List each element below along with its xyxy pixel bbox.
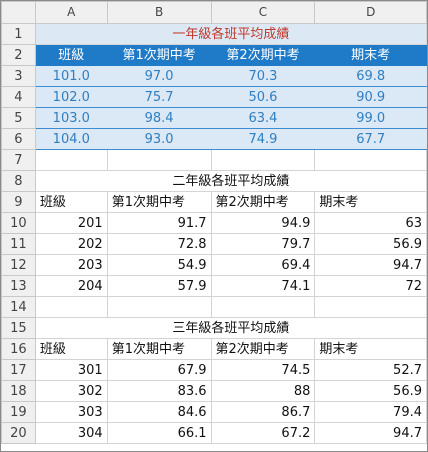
- table3-cell[interactable]: 301: [34, 359, 108, 381]
- table3-cell[interactable]: 74.5: [210, 359, 316, 381]
- table2-title[interactable]: 二年級各班平均成績: [34, 170, 427, 192]
- table1-header-cell[interactable]: 期末考: [314, 44, 427, 66]
- table1-title[interactable]: 一年級各班平均成績: [34, 23, 427, 45]
- empty-cell[interactable]: [34, 149, 108, 171]
- empty-cell[interactable]: [210, 296, 316, 318]
- table2-header-cell[interactable]: 第1次期中考: [106, 191, 212, 213]
- table3-cell[interactable]: 86.7: [210, 401, 316, 423]
- row-header[interactable]: 16: [1, 338, 36, 360]
- table2-cell[interactable]: 54.9: [106, 254, 212, 276]
- table1-cell[interactable]: 75.7: [106, 86, 212, 108]
- table1-header-cell[interactable]: 第1次期中考: [106, 44, 212, 66]
- table2-cell[interactable]: 204: [34, 275, 108, 297]
- table1-cell[interactable]: 93.0: [106, 128, 212, 150]
- table3-cell[interactable]: 52.7: [314, 359, 427, 381]
- table2-cell[interactable]: 94.7: [314, 254, 427, 276]
- table1-cell[interactable]: 104.0: [34, 128, 108, 150]
- column-header-c[interactable]: C: [210, 1, 316, 24]
- table1-cell[interactable]: 74.9: [210, 128, 316, 150]
- table1-cell[interactable]: 50.6: [210, 86, 316, 108]
- table3-header-cell[interactable]: 期末考: [314, 338, 427, 360]
- select-all-corner[interactable]: [1, 1, 36, 24]
- table3-cell[interactable]: 67.2: [210, 422, 316, 444]
- table1-cell[interactable]: 101.0: [34, 65, 108, 87]
- empty-cell[interactable]: [106, 149, 212, 171]
- table3-header-cell[interactable]: 第2次期中考: [210, 338, 316, 360]
- row-header[interactable]: 12: [1, 254, 36, 276]
- table2-cell[interactable]: 203: [34, 254, 108, 276]
- table2-header-cell[interactable]: 班級: [34, 191, 108, 213]
- table2-header-cell[interactable]: 期末考: [314, 191, 427, 213]
- table2-cell[interactable]: 201: [34, 212, 108, 234]
- row-header[interactable]: 5: [1, 107, 36, 129]
- table1-cell[interactable]: 103.0: [34, 107, 108, 129]
- row-header[interactable]: 10: [1, 212, 36, 234]
- table3-cell[interactable]: 302: [34, 380, 108, 402]
- table1-cell[interactable]: 99.0: [314, 107, 427, 129]
- row-header[interactable]: 17: [1, 359, 36, 381]
- column-header-b[interactable]: B: [106, 1, 212, 24]
- row-header[interactable]: 14: [1, 296, 36, 318]
- table3-cell[interactable]: 56.9: [314, 380, 427, 402]
- table1-header-cell[interactable]: 第2次期中考: [210, 44, 316, 66]
- table3-cell[interactable]: 67.9: [106, 359, 212, 381]
- table3-title[interactable]: 三年級各班平均成績: [34, 317, 427, 339]
- row-header[interactable]: 1: [1, 23, 36, 45]
- row-header[interactable]: 20: [1, 422, 36, 444]
- table2-cell[interactable]: 56.9: [314, 233, 427, 255]
- table1-cell[interactable]: 98.4: [106, 107, 212, 129]
- table3-header-cell[interactable]: 第1次期中考: [106, 338, 212, 360]
- row-header[interactable]: 8: [1, 170, 36, 192]
- table2-cell[interactable]: 79.7: [210, 233, 316, 255]
- table3-header-cell[interactable]: 班級: [34, 338, 108, 360]
- row-header[interactable]: 6: [1, 128, 36, 150]
- table1-cell[interactable]: 90.9: [314, 86, 427, 108]
- row-header[interactable]: 4: [1, 86, 36, 108]
- table2-cell[interactable]: 94.9: [210, 212, 316, 234]
- table2-cell[interactable]: 72.8: [106, 233, 212, 255]
- row-header[interactable]: 15: [1, 317, 36, 339]
- row-header[interactable]: 7: [1, 149, 36, 171]
- table2-cell[interactable]: 202: [34, 233, 108, 255]
- row-header[interactable]: 9: [1, 191, 36, 213]
- table1-header-cell[interactable]: 班級: [34, 44, 108, 66]
- table2-cell[interactable]: 69.4: [210, 254, 316, 276]
- spreadsheet-grid: A B C D 1 一年級各班平均成績 2 班級 第1次期中考 第2次期中考 期…: [1, 1, 427, 444]
- empty-cell[interactable]: [34, 296, 108, 318]
- row-header[interactable]: 18: [1, 380, 36, 402]
- row-header[interactable]: 3: [1, 65, 36, 87]
- empty-cell[interactable]: [314, 296, 427, 318]
- table3-cell[interactable]: 94.7: [314, 422, 427, 444]
- table3-cell[interactable]: 84.6: [106, 401, 212, 423]
- table2-cell[interactable]: 57.9: [106, 275, 212, 297]
- table2-cell[interactable]: 72: [314, 275, 427, 297]
- empty-cell[interactable]: [210, 149, 316, 171]
- row-header[interactable]: 2: [1, 44, 36, 66]
- table1-cell[interactable]: 69.8: [314, 65, 427, 87]
- table1-cell[interactable]: 70.3: [210, 65, 316, 87]
- row-header[interactable]: 13: [1, 275, 36, 297]
- table1-cell[interactable]: 63.4: [210, 107, 316, 129]
- table1-cell[interactable]: 97.0: [106, 65, 212, 87]
- table3-cell[interactable]: 83.6: [106, 380, 212, 402]
- table3-cell[interactable]: 79.4: [314, 401, 427, 423]
- table1-cell[interactable]: 67.7: [314, 128, 427, 150]
- table3-cell[interactable]: 304: [34, 422, 108, 444]
- table3-cell[interactable]: 303: [34, 401, 108, 423]
- table2-header-cell[interactable]: 第2次期中考: [210, 191, 316, 213]
- column-header-a[interactable]: A: [34, 1, 108, 24]
- table2-cell[interactable]: 91.7: [106, 212, 212, 234]
- table3-cell[interactable]: 88: [210, 380, 316, 402]
- row-header[interactable]: 11: [1, 233, 36, 255]
- column-header-d[interactable]: D: [314, 1, 427, 24]
- empty-cell[interactable]: [106, 296, 212, 318]
- empty-cell[interactable]: [314, 149, 427, 171]
- row-header[interactable]: 19: [1, 401, 36, 423]
- table1-cell[interactable]: 102.0: [34, 86, 108, 108]
- table3-cell[interactable]: 66.1: [106, 422, 212, 444]
- table2-cell[interactable]: 63: [314, 212, 427, 234]
- table2-cell[interactable]: 74.1: [210, 275, 316, 297]
